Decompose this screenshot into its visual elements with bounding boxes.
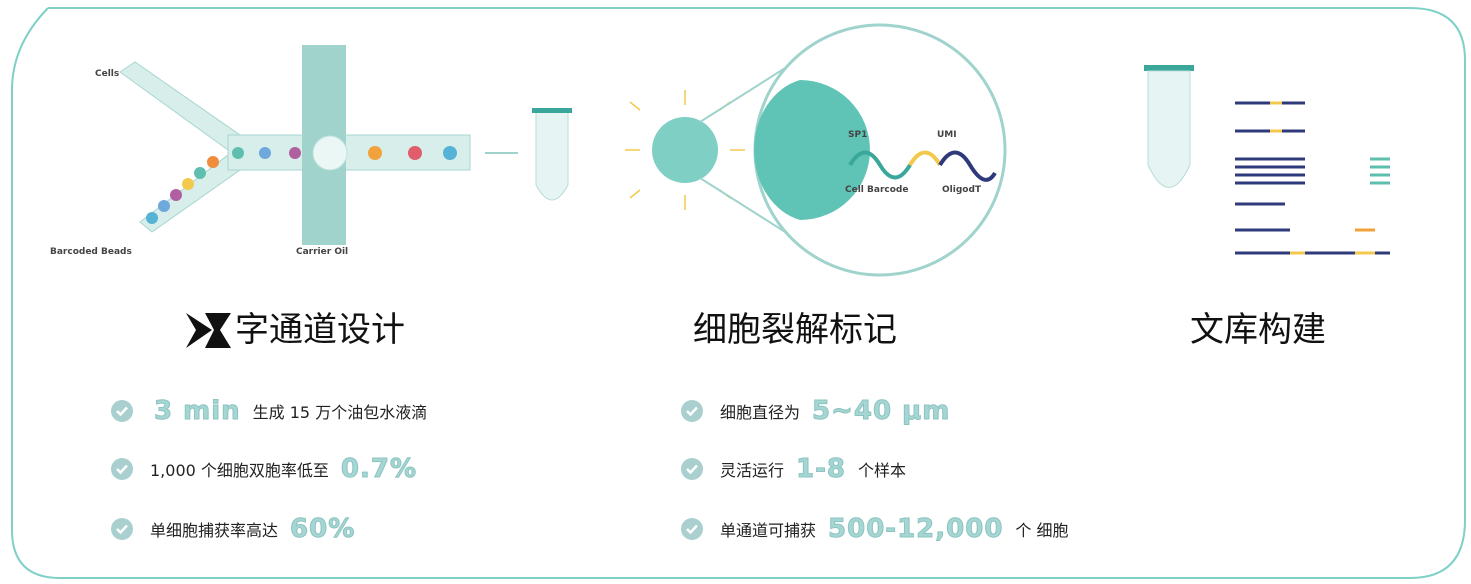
check-icon (681, 458, 703, 480)
library-diagram (1144, 65, 1390, 255)
section-title: 字通道设计 (235, 310, 405, 350)
microfluidic-diagram: Cells Barcoded Beads Carrier Oil (50, 45, 572, 257)
bullet: 单细胞捕获率高达 60% (110, 514, 363, 545)
bullet-text: 个 细胞 (1015, 521, 1069, 540)
bullet: 单通道可捕获 500-12,000 个 细胞 (680, 514, 1073, 545)
bullet-text: 个样本 (858, 461, 907, 480)
bullet: 1,000 个细胞双胞率低至 0.7% (110, 454, 425, 485)
highlight-text: 3 min (154, 396, 241, 427)
check-icon (681, 518, 703, 540)
bullet: 细胞直径为 5~40 μm (680, 396, 958, 427)
highlight-text: 5~40 μm (812, 396, 951, 427)
section-title: 文库构建 (1190, 310, 1326, 350)
diagram-label: Cell Barcode (845, 185, 908, 195)
diagram-label: OligodT (942, 185, 982, 195)
diagram-label: Barcoded Beads (50, 247, 132, 257)
highlight-text: 1-8 (796, 454, 846, 485)
diagram-label: SP1 (848, 130, 867, 140)
bullet-text: 单通道可捕获 (720, 521, 817, 540)
frame (11, 7, 1466, 579)
logo-icon (186, 313, 231, 348)
bullet-text: 1,000 个细胞双胞率低至 (150, 461, 329, 480)
check-icon (111, 518, 133, 540)
highlight-text: 0.7% (340, 454, 418, 485)
diagram-label: UMI (937, 130, 957, 140)
diagram-label: Cells (95, 69, 119, 79)
bullet-text: 单细胞捕获率高达 (150, 521, 279, 540)
check-icon (111, 400, 133, 422)
diagram-label: Carrier Oil (296, 247, 348, 257)
bullet-text: 生成 15 万个油包水液滴 (252, 403, 428, 422)
bullet-text: 灵活运行 (720, 461, 785, 480)
bullet-text: 细胞直径为 (720, 403, 801, 422)
highlight-text: 500-12,000 (828, 514, 1004, 545)
bullet: 3 min 生成 15 万个油包水液滴 (110, 396, 431, 427)
check-icon (111, 458, 133, 480)
section-title: 细胞裂解标记 (693, 310, 897, 350)
highlight-text: 60% (290, 514, 356, 545)
bullet: 灵活运行 1-8 个样本 (680, 454, 910, 485)
bead-diagram: SP1 UMI Cell Barcode OligodT (625, 23, 1007, 277)
check-icon (681, 400, 703, 422)
